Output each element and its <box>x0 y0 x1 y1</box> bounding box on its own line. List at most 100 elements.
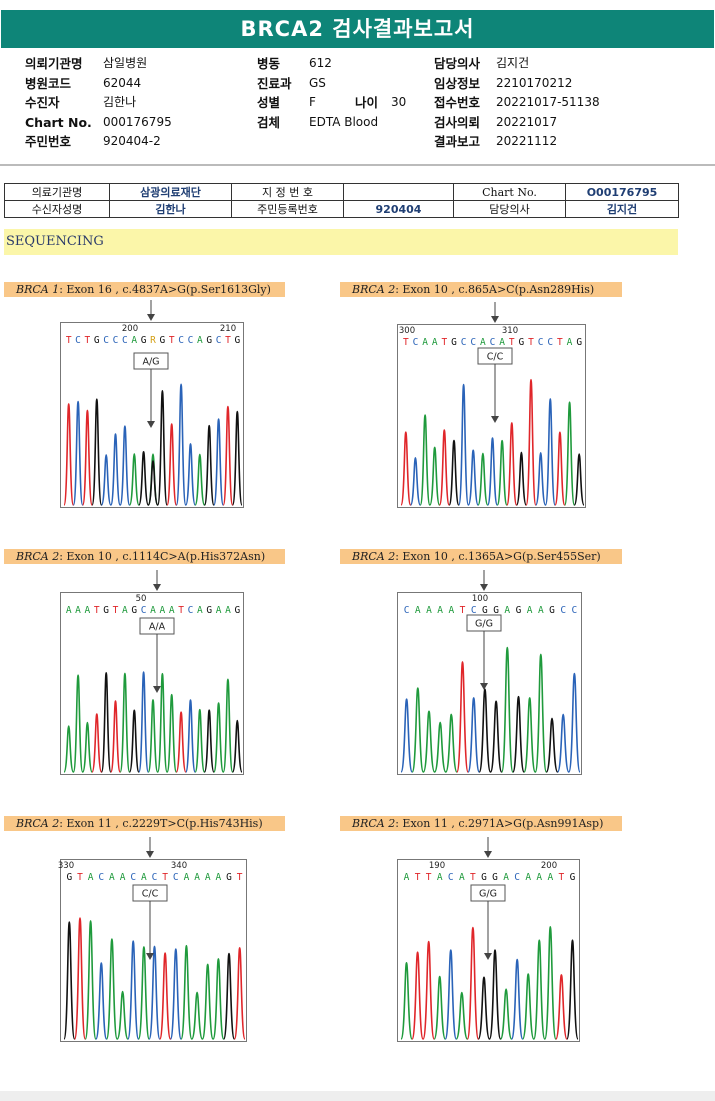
position-number: 200 <box>541 861 557 871</box>
base-call: C <box>216 335 222 346</box>
base-call: G <box>141 335 147 346</box>
base-call: A <box>504 605 510 616</box>
table-value: 김한나 <box>109 200 232 218</box>
header-row-sex: 성별 F <box>257 93 378 113</box>
base-call: T <box>225 335 231 346</box>
gene-name: BRCA 2 <box>352 550 396 563</box>
base-call: C <box>141 605 147 616</box>
variant-label-6: BRCA 2: Exon 11 , c.2971A>G(p.Asn991Asp) <box>340 816 622 831</box>
base-call: A <box>538 605 544 616</box>
field-value: 920404-2 <box>103 134 161 148</box>
gene-name: BRCA 2 <box>16 550 60 563</box>
base-call: T <box>557 337 563 348</box>
header-row-patient: 수진자 김한나 <box>25 93 172 113</box>
base-call: C <box>130 872 136 883</box>
base-call: T <box>77 872 83 883</box>
base-call: G <box>160 335 166 346</box>
base-call: T <box>85 335 91 346</box>
base-call: G <box>519 337 525 348</box>
base-call: T <box>178 605 184 616</box>
report-title: BRCA2 검사결과보고서 <box>1 10 714 48</box>
base-call: G <box>206 335 212 346</box>
base-call: A <box>432 337 438 348</box>
field-label: 수진자 <box>25 95 60 110</box>
base-call: A <box>197 605 203 616</box>
field-value: EDTA Blood <box>309 114 379 129</box>
header-row-clinical-info: 임상정보 2210170212 <box>434 74 600 94</box>
base-call: G <box>516 605 522 616</box>
header-patient-info: 의뢰기관명 삼일병원 병원코드 62044 수진자 김한나 Chart No. … <box>25 54 172 152</box>
base-call: C <box>461 337 467 348</box>
base-call: A <box>216 605 222 616</box>
position-number: 310 <box>502 326 518 336</box>
down-arrow-icon <box>480 584 488 591</box>
genotype-label: A/A <box>149 622 166 633</box>
chromatogram-2: 300 310 T C A A T G C C A C A T G T C C T A G C/C <box>397 298 586 508</box>
variant-detail: : Exon 11 , c.2971A>G(p.Asn991Asp) <box>395 817 604 830</box>
genotype-label: G/G <box>479 889 497 900</box>
base-call: A <box>150 605 156 616</box>
position-number: 100 <box>472 594 488 604</box>
base-call: A <box>536 872 542 883</box>
position-number: 340 <box>171 861 187 871</box>
variant-detail: : Exon 16 , c.4837A>G(p.Ser1613Gly) <box>59 283 271 296</box>
trace-a <box>411 646 548 773</box>
table-label: Chart No. <box>453 183 566 201</box>
base-call: C <box>538 337 544 348</box>
header-row-ward: 병동 612 <box>257 54 378 74</box>
variant-detail: : Exon 10 , c.1365A>G(p.Ser455Ser) <box>395 550 601 563</box>
header-row-request-date: 검사의뢰 20221017 <box>434 113 600 133</box>
variant-label-5: BRCA 2: Exon 11 , c.2229T>C(p.His743His) <box>4 816 285 831</box>
genotype-label: C/C <box>487 352 504 363</box>
base-call: C <box>103 335 109 346</box>
base-call: T <box>94 605 100 616</box>
field-value: 김한나 <box>103 95 137 109</box>
base-call: G <box>206 605 212 616</box>
base-call: G <box>451 337 457 348</box>
chromatogram-svg: 50A A A T G T A G C A A A T C A G A A GA/A <box>60 570 244 775</box>
base-call: G <box>492 872 498 883</box>
field-value: 김지건 <box>496 56 530 70</box>
table-label: 의료기관명 <box>4 183 110 201</box>
trace-t <box>63 403 234 506</box>
base-call: G <box>549 605 555 616</box>
trace-g <box>63 921 236 1040</box>
base-call: A <box>122 605 128 616</box>
field-value: 612 <box>309 56 332 70</box>
down-arrow-icon <box>153 584 161 591</box>
position-number: 210 <box>220 324 236 334</box>
base-call: A <box>567 337 573 348</box>
field-label: 나이 <box>355 95 379 110</box>
base-call: T <box>441 337 447 348</box>
base-call: T <box>415 872 421 883</box>
field-value: 30 <box>391 95 407 109</box>
base-call: T <box>237 872 243 883</box>
header-row-chart-no: Chart No. 000176795 <box>25 113 172 133</box>
chromatogram-3: 50 A A A T G T A G C A A A T C A G A A G A/A <box>60 565 244 775</box>
chromatogram-6: 190 200 A T T A C A T G G A C A A A T G G/G <box>397 832 580 1042</box>
field-label: 의뢰기관명 <box>25 56 83 71</box>
variant-detail: : Exon 11 , c.2229T>C(p.His743His) <box>59 817 263 830</box>
header-report-info: 담당의사 김지건 임상정보 2210170212 접수번호 20221017-5… <box>434 54 600 152</box>
base-call: C <box>188 335 194 346</box>
base-call: G <box>570 872 576 883</box>
base-call: T <box>470 872 476 883</box>
base-call: A <box>169 605 175 616</box>
trace-t <box>73 917 246 1040</box>
variant-label-1: BRCA 1: Exon 16 , c.4837A>G(p.Ser1613Gly… <box>4 282 285 297</box>
base-call: A <box>197 335 203 346</box>
trace-c <box>138 671 196 773</box>
base-call: A <box>422 337 428 348</box>
down-arrow-icon <box>491 316 499 323</box>
base-call: G <box>234 605 240 616</box>
base-call: A <box>437 872 443 883</box>
field-label: 검체 <box>257 114 281 130</box>
table-label: 수신자성명 <box>4 200 110 218</box>
base-call: C <box>448 872 454 883</box>
trace-g <box>100 671 243 773</box>
base-call: A <box>547 872 553 883</box>
base-call: T <box>162 872 168 883</box>
